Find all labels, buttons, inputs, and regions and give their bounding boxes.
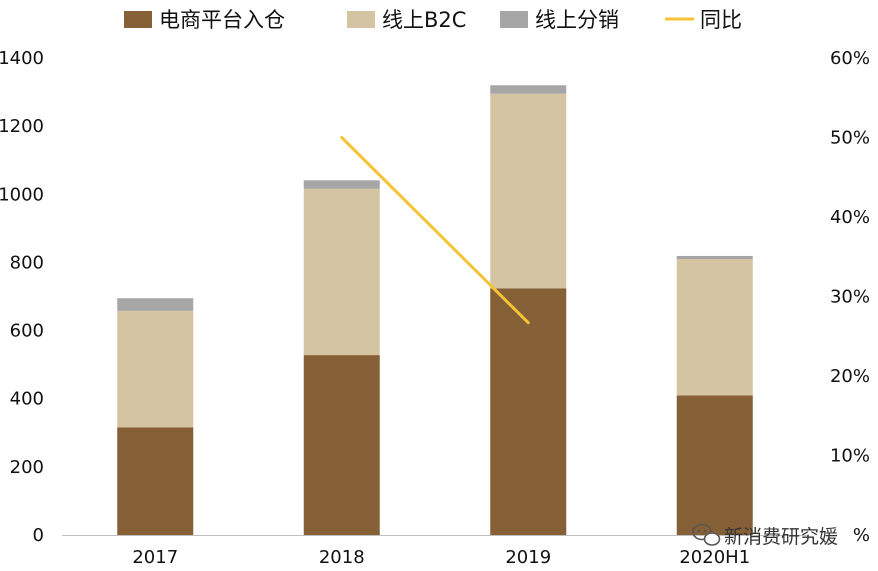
y-right-tick-label: 50% [830, 128, 870, 149]
bar-platform-2018 [303, 355, 380, 535]
bar-b2c-2018 [303, 188, 380, 356]
bar-distribution-2017 [117, 298, 194, 311]
y-left-tick-label: 800 [10, 252, 44, 273]
legend-item-platform: 电商平台入仓 [124, 8, 285, 32]
bar-distribution-2019 [490, 85, 567, 94]
wechat-eye-right [703, 529, 707, 533]
y-right-tick-label-zero: % [853, 525, 870, 546]
legend-swatch-b2c [347, 11, 375, 28]
bar-distribution-2018 [303, 180, 380, 189]
yoy-line-layer [340, 136, 530, 325]
bar-b2c-2019 [490, 93, 567, 289]
bar-b2c-2017 [117, 310, 194, 428]
wechat-bubble-small [703, 532, 721, 546]
legend-swatch-distribution [500, 11, 528, 28]
bars-layer [117, 85, 753, 535]
x-tick-label-2017: 2017 [132, 547, 178, 568]
legend-label-platform: 电商平台入仓 [159, 8, 285, 32]
x-tick-label-2019: 2019 [505, 547, 551, 568]
wechat-icon [692, 523, 721, 546]
y-left-tick-label: 1000 [0, 184, 44, 205]
bar-b2c-2020H1 [676, 259, 753, 396]
x-tick-label-2018: 2018 [319, 547, 365, 568]
watermark: 新消费研究媛 [692, 523, 838, 548]
watermark-text: 新消费研究媛 [724, 526, 838, 548]
x-tick-label-2020H1: 2020H1 [679, 547, 750, 568]
wechat-eye-left [697, 529, 701, 533]
bar-platform-2020H1 [676, 395, 753, 535]
legend-label-yoy: 同比 [700, 8, 742, 32]
y-right-tick-label: 10% [830, 446, 870, 467]
y-left-tick-label: 1400 [0, 48, 44, 69]
y-left-tick-label: 600 [10, 321, 44, 342]
y-right-tick-label: 40% [830, 207, 870, 228]
y-left-tick-label: 200 [10, 457, 44, 478]
legend-label-b2c: 线上B2C [382, 8, 466, 32]
bar-platform-2017 [117, 427, 194, 535]
y-left-tick-label: 1200 [0, 116, 44, 137]
legend-label-distribution: 线上分销 [535, 8, 619, 32]
y-left-tick-label: 400 [10, 389, 44, 410]
legend-item-b2c: 线上B2C [347, 8, 466, 32]
series-line-yoy [340, 136, 530, 325]
y-left-tick-label: 0 [33, 525, 44, 546]
y-right-tick-label: 30% [830, 287, 870, 308]
y-right-tick-label: 60% [830, 48, 870, 69]
axes-layer: 0 200 400 600 800 1000 1200 1400 10% 20% 30% 40% 50%… [0, 48, 870, 568]
legend: 电商平台入仓 线上B2C 线上分销 同比 [124, 8, 742, 32]
y-right-tick-label: 20% [830, 366, 870, 387]
legend-item-yoy: 同比 [665, 8, 742, 32]
wechat-bubble-large [692, 523, 712, 541]
bar-distribution-2020H1 [676, 255, 753, 260]
legend-swatch-platform [124, 11, 152, 28]
legend-item-distribution: 线上分销 [500, 8, 619, 32]
bar-platform-2019 [490, 288, 567, 535]
